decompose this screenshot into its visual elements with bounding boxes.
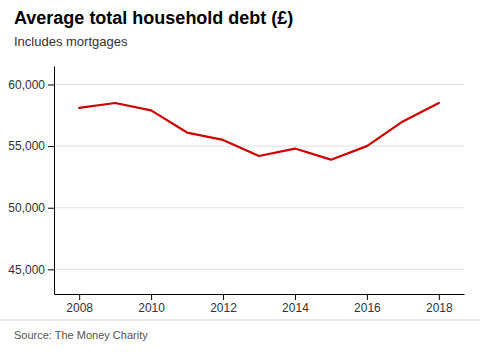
x-tick: 2010 bbox=[138, 294, 165, 315]
x-tick-mark bbox=[223, 294, 224, 300]
x-tick-label: 2012 bbox=[210, 301, 237, 315]
x-tick: 2008 bbox=[66, 294, 93, 315]
y-tick-label: 50,000 bbox=[8, 201, 45, 215]
y-axis: 45,000 50,000 55,000 60,000 bbox=[8, 67, 54, 295]
x-tick: 2018 bbox=[426, 294, 453, 315]
source-separator bbox=[0, 320, 480, 321]
y-tick-label: 45,000 bbox=[8, 263, 45, 277]
title: Average total household debt (£) bbox=[14, 8, 293, 28]
x-tick-mark bbox=[367, 294, 368, 300]
y-tick-label: 60,000 bbox=[8, 78, 45, 92]
y-tick: 55,000 bbox=[8, 139, 54, 153]
x-tick: 2012 bbox=[210, 294, 237, 315]
y-tick-mark bbox=[48, 208, 54, 209]
x-tick: 2014 bbox=[282, 294, 309, 315]
x-tick-label: 2008 bbox=[66, 301, 93, 315]
y-tick-mark bbox=[48, 146, 54, 147]
x-tick-mark bbox=[295, 294, 296, 300]
y-tick: 60,000 bbox=[8, 78, 54, 92]
subtitle: Includes mortgages bbox=[14, 34, 128, 49]
data-line bbox=[79, 103, 439, 160]
x-tick-label: 2010 bbox=[138, 301, 165, 315]
x-tick-mark bbox=[79, 294, 80, 300]
x-axis: 2008 2010 2012 2014 2016 2018 bbox=[55, 294, 465, 315]
chart-container: Average total household debt (£) Includes… bbox=[0, 0, 480, 352]
grid bbox=[54, 84, 464, 269]
x-tick-label: 2014 bbox=[282, 301, 309, 315]
y-tick: 45,000 bbox=[8, 263, 54, 277]
grid-line bbox=[54, 269, 464, 270]
x-tick-label: 2018 bbox=[426, 301, 453, 315]
y-tick: 50,000 bbox=[8, 201, 54, 215]
x-tick: 2016 bbox=[354, 294, 381, 315]
chart-svg: Average total household debt (£) Includes… bbox=[0, 0, 480, 352]
source: Source: The Money Charity bbox=[14, 329, 148, 341]
grid-line bbox=[54, 207, 464, 208]
plot-area bbox=[79, 103, 439, 160]
y-axis-line bbox=[54, 67, 55, 295]
x-axis-line bbox=[55, 294, 465, 295]
grid-line bbox=[54, 146, 464, 147]
y-tick-label: 55,000 bbox=[8, 139, 45, 153]
y-tick-mark bbox=[48, 84, 54, 85]
x-tick-label: 2016 bbox=[354, 301, 381, 315]
x-tick-mark bbox=[151, 294, 152, 300]
grid-line bbox=[54, 84, 464, 85]
x-tick-mark bbox=[439, 294, 440, 300]
y-tick-mark bbox=[48, 269, 54, 270]
